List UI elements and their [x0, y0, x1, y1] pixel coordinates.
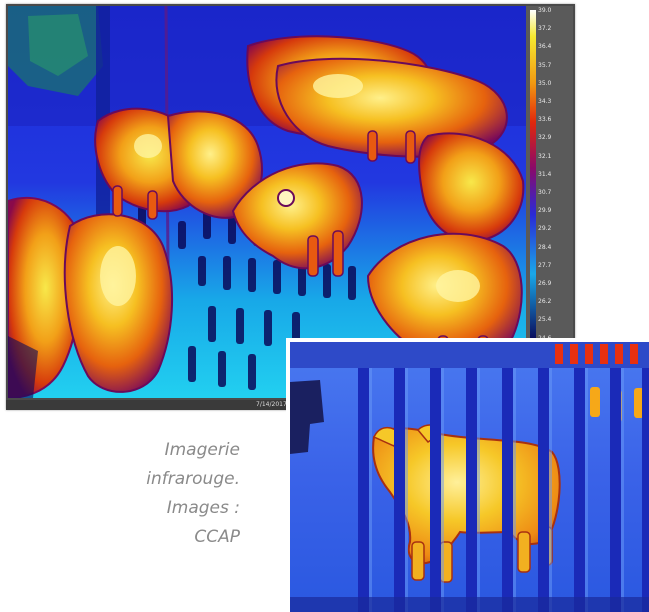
- caption-line: CCAP: [194, 527, 240, 547]
- temperature-scale-label: 27.7: [538, 261, 552, 269]
- caption-line: infrarouge.: [146, 469, 240, 489]
- temperature-scale: 39.0 37.2 36.4 35.7 35.0 34.3 33.6 32.9 32.1 31.4…: [526, 6, 573, 398]
- temperature-scale-label: 35.7: [538, 61, 552, 69]
- temperature-scale-label: 36.4: [538, 43, 552, 51]
- temperature-scale-label: 35.0: [538, 79, 552, 87]
- temperature-scale-label: 32.1: [538, 152, 552, 160]
- thermal-image-pigs-pen: 39.0 37.2 36.4 35.7 35.0 34.3 33.6 32.9 32.1 31.4…: [6, 4, 575, 410]
- thermal-image-pig-stall: [286, 338, 649, 612]
- temperature-scale-label: 29.9: [538, 207, 552, 215]
- thermal-stall-graphic: [290, 342, 649, 612]
- temperature-scale-labels: 39.0 37.2 36.4 35.7 35.0 34.3 33.6 32.9 32.1 31.4…: [538, 7, 572, 347]
- image-caption: Imagerie infrarouge. Images : CCAP: [100, 436, 240, 552]
- temperature-scale-label: 32.9: [538, 134, 552, 142]
- thermal-scene-graphic: [8, 6, 526, 398]
- temperature-scale-label: 30.7: [538, 189, 552, 196]
- temperature-scale-label: 33.6: [538, 116, 552, 124]
- temperature-scale-label: 31.4: [538, 170, 552, 178]
- temperature-scale-label: 39.0: [538, 7, 552, 14]
- temperature-scale-label: 28.4: [538, 243, 552, 251]
- temperature-scale-label: 37.2: [538, 25, 552, 33]
- caption-line: Imagerie: [164, 440, 240, 460]
- temperature-scale-label: 25.4: [538, 316, 552, 324]
- temperature-scale-label: 26.9: [538, 280, 552, 287]
- temperature-scale-bar: [530, 10, 536, 340]
- temperature-scale-label: 26.2: [538, 298, 552, 306]
- thermal-scene: [8, 6, 526, 398]
- thermal-scene-stall: [290, 342, 649, 612]
- capture-timestamp: 7/14/2017 1: [256, 401, 293, 408]
- caption-line: Images :: [166, 498, 240, 518]
- temperature-scale-label: 29.2: [538, 225, 552, 233]
- temperature-scale-label: 34.3: [538, 98, 552, 105]
